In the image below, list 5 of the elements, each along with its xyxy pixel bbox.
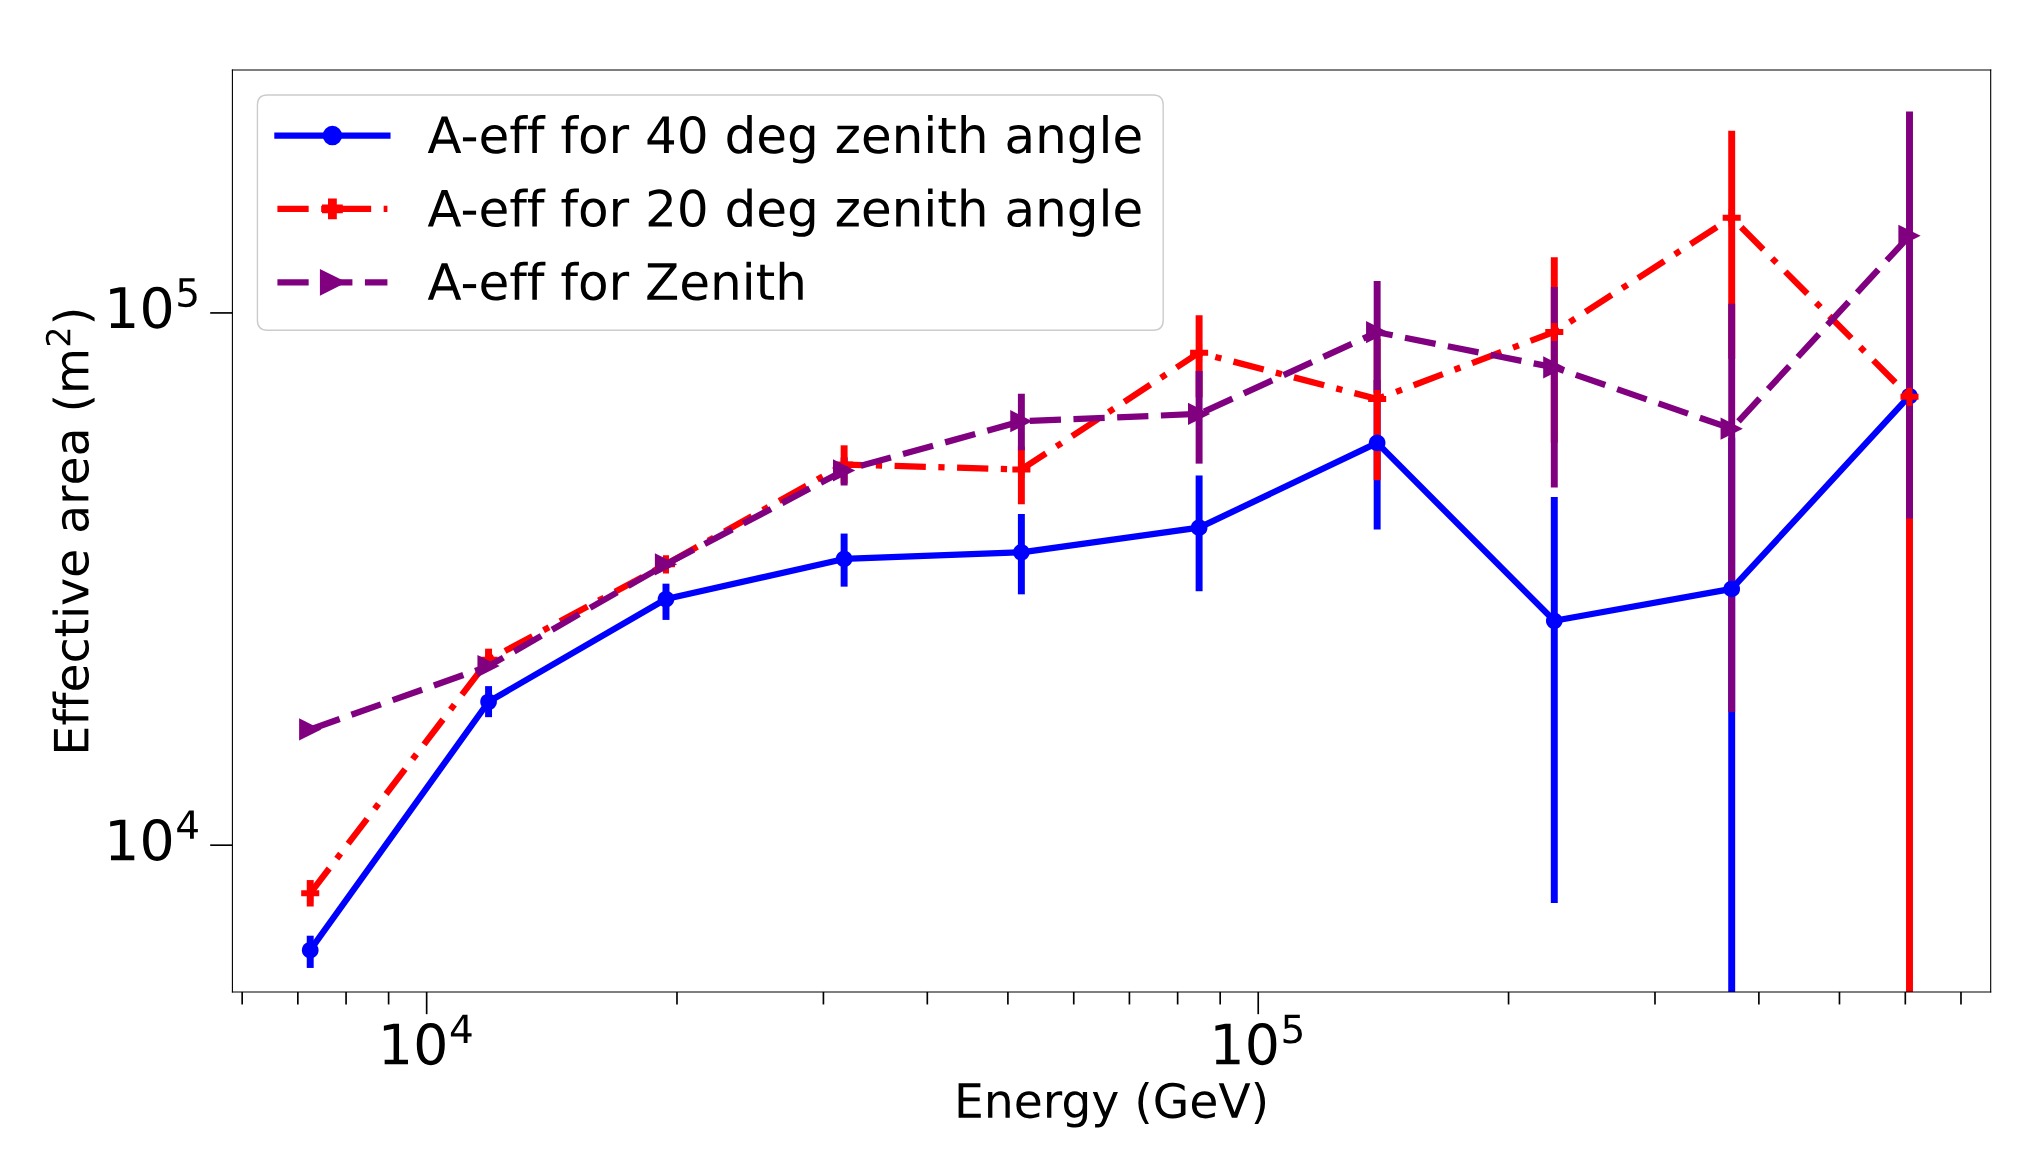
legend-label: A-eff for Zenith — [427, 261, 803, 301]
legend-label: A-eff for 20 deg zenith angle — [427, 188, 1141, 237]
y-axis-title: Effective area (m$^{2}$) — [45, 310, 95, 751]
x-axis-title: Energy (GeV) — [958, 1081, 1266, 1128]
legend-label: A-eff for 40 deg zenith angle — [427, 115, 1141, 164]
